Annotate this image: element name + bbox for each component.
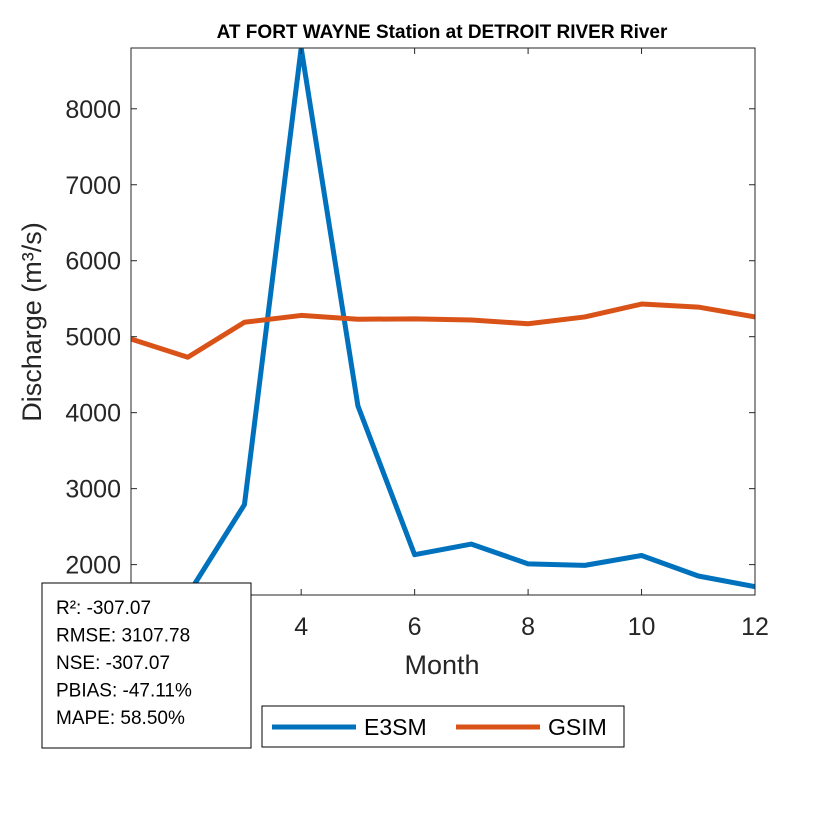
series-line-gsim xyxy=(131,301,755,360)
plot-area-frame xyxy=(130,47,756,596)
y-tick-label: 5000 xyxy=(65,324,121,352)
y-tick-label: 3000 xyxy=(65,476,121,504)
y-tick-label: 4000 xyxy=(65,400,121,428)
stats-line: PBIAS: -47.11% xyxy=(56,681,192,702)
y-tick-label: 7000 xyxy=(65,172,121,200)
y-tick-label: 2000 xyxy=(65,552,121,580)
x-axis-label: Month xyxy=(404,650,479,680)
y-tick-label: 6000 xyxy=(65,248,121,276)
stats-line: R²: -307.07 xyxy=(56,598,151,619)
legend: E3SM GSIM xyxy=(261,705,625,748)
x-tick-label: 6 xyxy=(408,613,422,641)
x-tick-label: 12 xyxy=(741,613,769,641)
stats-line: RMSE: 3107.78 xyxy=(56,626,190,647)
stats-line: MAPE: 58.50% xyxy=(56,708,185,729)
x-tick-label: 4 xyxy=(294,613,308,641)
y-tick-label: 8000 xyxy=(65,96,121,124)
y-axis-label: Discharge (m³/s) xyxy=(17,222,47,422)
stats-box: R²: -307.07 RMSE: 3107.78 NSE: -307.07 PBIA… xyxy=(41,582,252,749)
stats-line: NSE: -307.07 xyxy=(56,653,170,674)
x-tick-label: 10 xyxy=(628,613,656,641)
legend-label-gsim: GSIM xyxy=(548,714,607,740)
x-tick-label: 8 xyxy=(521,613,535,641)
chart-title: AT FORT WAYNE Station at DETROIT RIVER R… xyxy=(217,22,668,43)
series-line-e3sm xyxy=(183,48,755,595)
legend-label-e3sm: E3SM xyxy=(364,714,427,740)
